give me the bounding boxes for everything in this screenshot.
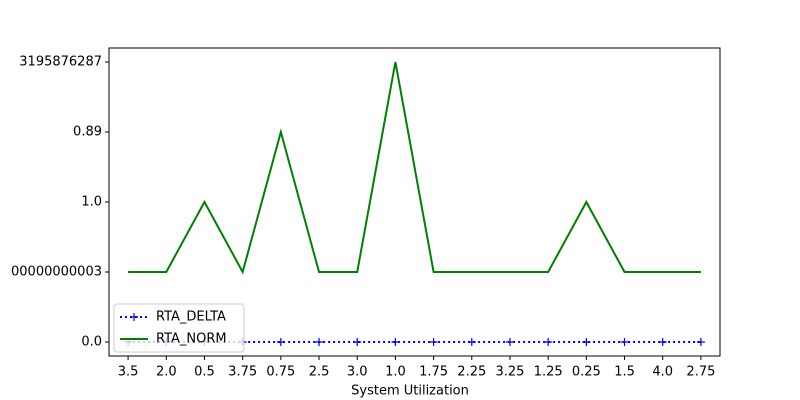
legend-label: RTA_DELTA xyxy=(156,310,226,325)
x-tick-label: 3.5 xyxy=(118,365,139,380)
legend-label: RTA_NORM xyxy=(156,332,227,347)
x-tick-label: 3.0 xyxy=(347,365,368,380)
series-line xyxy=(128,61,701,275)
point-marker xyxy=(315,338,324,346)
y-tick-label: 0.89 xyxy=(73,125,102,140)
point-marker xyxy=(467,338,476,346)
point-marker xyxy=(582,338,591,346)
x-tick-label: 3.25 xyxy=(495,365,524,380)
y-tick-label: 1.0 xyxy=(81,195,102,210)
point-marker xyxy=(429,338,438,346)
point-marker xyxy=(276,338,285,346)
point-marker xyxy=(544,338,553,346)
x-tick-label: 3.75 xyxy=(228,365,257,380)
x-tick-label: 2.0 xyxy=(156,365,177,380)
x-tick-label: 2.75 xyxy=(686,365,715,380)
point-marker xyxy=(658,338,667,346)
point-marker xyxy=(620,338,629,346)
x-axis-label: System Utilization xyxy=(351,384,469,399)
point-marker xyxy=(391,338,400,346)
x-tick-label: 2.25 xyxy=(457,365,486,380)
x-tick-label: 1.75 xyxy=(419,365,448,380)
y-tick-label: 00000000003 xyxy=(11,265,102,280)
x-tick-label: 0.5 xyxy=(194,365,215,380)
x-tick-label: 4.0 xyxy=(652,365,673,380)
x-tick-label: 0.75 xyxy=(266,365,295,380)
x-tick-label: 1.25 xyxy=(534,365,563,380)
point-marker xyxy=(505,338,514,346)
y-tick-label: 3195876287 xyxy=(19,55,102,70)
y-tick-label: 0.0 xyxy=(81,335,102,350)
legend-marker xyxy=(130,313,138,321)
x-tick-label: 2.5 xyxy=(309,365,330,380)
point-marker xyxy=(696,338,705,346)
x-tick-label: 0.25 xyxy=(572,365,601,380)
x-tick-label: 1.0 xyxy=(385,365,406,380)
point-marker xyxy=(353,338,362,346)
x-tick-label: 1.5 xyxy=(614,365,635,380)
